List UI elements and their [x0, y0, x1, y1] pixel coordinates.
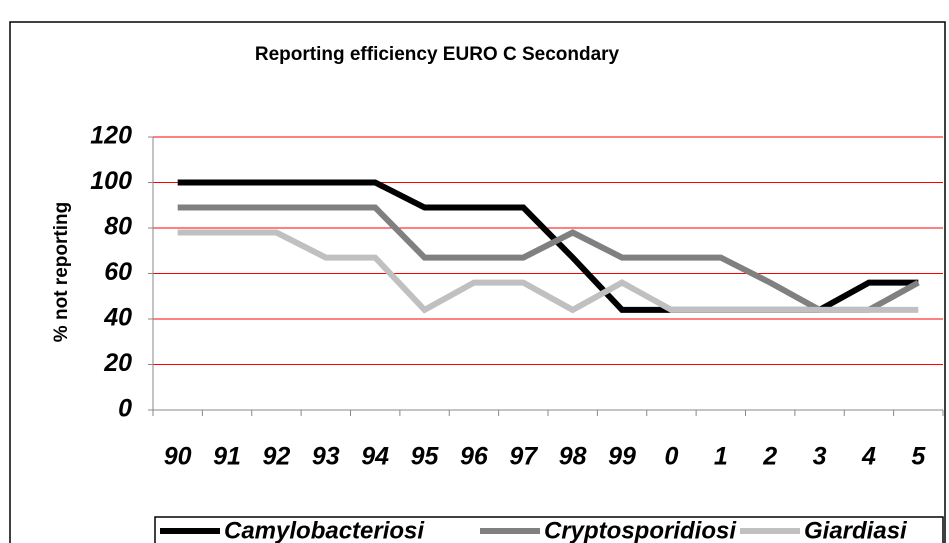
x-tick-label: 91: [213, 443, 241, 471]
y-tick-label: 20: [103, 349, 132, 377]
x-tick-label: 96: [460, 443, 489, 471]
x-tick-label: 97: [509, 443, 538, 471]
x-tick-label: 94: [361, 443, 389, 471]
x-tick-label: 3: [813, 443, 827, 471]
x-tick-label: 92: [263, 443, 291, 471]
y-tick-label: 0: [118, 395, 132, 423]
x-tick-label: 90: [164, 443, 192, 471]
x-tick-label: 99: [608, 443, 636, 471]
x-tick-label: 1: [714, 443, 728, 471]
legend-label: Cryptosporidiosi: [544, 517, 737, 543]
y-tick-label: 40: [103, 304, 132, 332]
legend-box: [154, 516, 944, 543]
y-tick-label: 100: [90, 167, 132, 195]
x-tick-label: 2: [762, 443, 777, 471]
y-tick-label: 120: [90, 122, 132, 150]
y-tick-label: 60: [104, 258, 132, 286]
x-tick-label: 93: [312, 443, 340, 471]
x-tick-label: 98: [559, 443, 587, 471]
x-tick-label: 4: [861, 443, 876, 471]
chart-title: Reporting efficiency EURO C Secondary: [255, 44, 620, 65]
y-axis-label: % not reporting: [51, 202, 72, 342]
series-line: [177, 204, 920, 313]
x-tick-label: 95: [411, 443, 440, 471]
x-tick-label: 5: [911, 443, 926, 471]
legend-label: Giardiasi: [804, 517, 908, 543]
series-line: [177, 229, 919, 314]
legend-label: Camylobacteriosi: [224, 517, 425, 543]
x-tick-label: 0: [664, 443, 678, 471]
y-tick-label: 80: [104, 213, 132, 241]
